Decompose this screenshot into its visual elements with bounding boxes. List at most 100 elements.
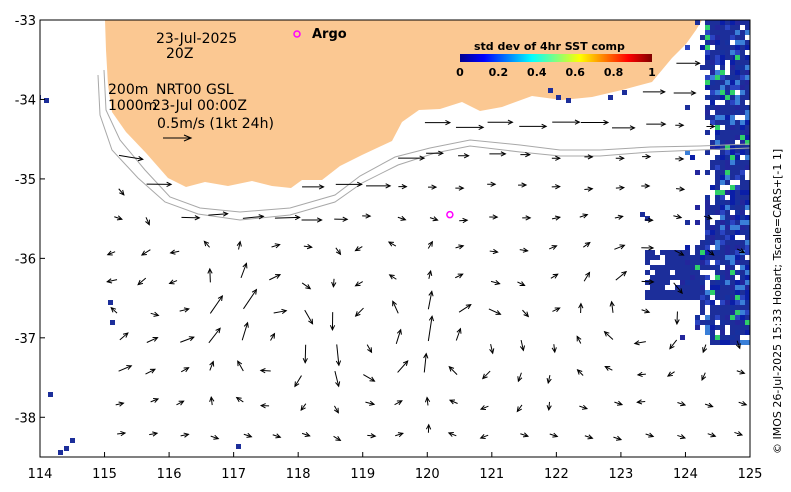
sst-pixel — [720, 200, 725, 205]
sst-pixel — [745, 145, 750, 150]
current-arrow — [145, 368, 156, 375]
x-tick-label: 125 — [738, 467, 763, 482]
sst-pixel — [710, 335, 715, 340]
current-arrow — [641, 280, 654, 283]
sst-pixel — [725, 145, 730, 150]
sst-pixel — [740, 270, 745, 275]
sst-pixel — [725, 315, 730, 320]
sst-pixel — [695, 280, 700, 285]
sst-pixel — [735, 85, 740, 90]
current-arrow — [734, 431, 743, 436]
sst-pixel — [735, 30, 740, 35]
current-arrow-head — [209, 360, 215, 367]
sst-pixel — [720, 315, 725, 320]
sst-pixel — [740, 260, 745, 265]
current-arrow-head — [516, 406, 522, 413]
sst-pixel — [730, 115, 735, 120]
sst-pixel — [715, 85, 720, 90]
sst-pixel — [705, 245, 710, 250]
sst-pixel — [725, 215, 730, 220]
current-arrow-head — [294, 214, 301, 221]
current-arrow-head — [492, 248, 499, 255]
current-arrow — [455, 273, 463, 279]
sst-pixel — [710, 95, 715, 100]
sst-pixel — [715, 140, 720, 145]
current-arrow-head — [281, 308, 288, 315]
sst-pixel — [690, 280, 695, 285]
sst-pixel — [665, 295, 670, 300]
x-tick-label: 123 — [608, 467, 633, 482]
sst-pixel — [715, 145, 720, 150]
current-arrow — [550, 273, 558, 279]
sst-pixel — [710, 80, 715, 85]
sst-pixel — [720, 210, 725, 215]
sst-pixel — [710, 280, 715, 285]
current-arrow-head — [479, 434, 486, 439]
sst-pixel — [685, 45, 690, 50]
sst-pixel — [725, 270, 730, 275]
current-arrow — [676, 188, 685, 190]
sst-pixel — [740, 265, 745, 270]
sst-pixel — [730, 155, 735, 160]
current-arrow — [673, 282, 683, 294]
sst-pixel — [715, 200, 720, 205]
current-arrow-head — [237, 360, 243, 367]
sst-pixel — [745, 180, 750, 185]
sst-pixel — [735, 135, 740, 140]
current-arrow-head — [203, 240, 210, 247]
sst-pixel — [705, 85, 710, 90]
current-arrow-head — [448, 399, 456, 405]
current-arrow — [241, 322, 249, 341]
sst-pixel — [745, 70, 750, 75]
current-arrow-head — [576, 369, 583, 375]
current-vector-field — [106, 60, 748, 442]
sst-pixel — [735, 305, 740, 310]
sst-pixel — [725, 90, 730, 95]
sst-pixel — [695, 170, 700, 175]
current-arrow — [272, 434, 281, 438]
sst-pixel — [725, 55, 730, 60]
current-arrow-head — [118, 401, 125, 407]
sst-pixel — [705, 25, 710, 30]
current-arrow-head — [519, 345, 526, 352]
current-arrow — [141, 249, 151, 256]
colorbar-title: std dev of 4hr SST comp — [474, 40, 625, 53]
sst-pixel — [745, 80, 750, 85]
current-arrow — [551, 216, 560, 220]
current-arrow-head — [701, 374, 707, 381]
sst-pixel — [720, 95, 725, 100]
current-arrow-head — [137, 279, 144, 286]
sst-pixel — [740, 20, 745, 25]
current-arrow — [489, 250, 498, 253]
current-arrow-head — [445, 119, 452, 126]
sst-pixel — [720, 285, 725, 290]
current-arrow-head — [397, 432, 404, 438]
sst-pixel — [720, 190, 725, 195]
sst-pixel — [695, 275, 700, 280]
sst-pixel — [720, 195, 725, 200]
current-arrow-head — [457, 273, 464, 279]
current-arrow — [243, 289, 257, 310]
sst-pixel — [720, 270, 725, 275]
sst-pixel — [705, 60, 710, 65]
sst-pixel — [720, 90, 725, 95]
sst-pixel — [730, 190, 735, 195]
current-arrow-head — [236, 240, 242, 247]
sst-pixel — [730, 175, 735, 180]
sst-pixel — [715, 220, 720, 225]
sst-pixel — [695, 325, 700, 330]
sst-pixel — [705, 95, 710, 100]
current-arrow-head — [178, 400, 185, 406]
sst-pixel — [705, 250, 710, 255]
sst-pixel — [650, 255, 655, 260]
depth-deep-label: 1000m — [108, 98, 157, 114]
current-arrow — [179, 308, 189, 312]
sst-pixel — [710, 50, 715, 55]
sst-pixel — [745, 65, 750, 70]
current-arrow — [300, 403, 307, 411]
current-arrow-head — [604, 365, 611, 371]
sst-pixel — [730, 215, 735, 220]
sst-pixel — [710, 290, 715, 295]
sst-pixel — [740, 185, 745, 190]
current-arrow-head — [392, 300, 397, 307]
